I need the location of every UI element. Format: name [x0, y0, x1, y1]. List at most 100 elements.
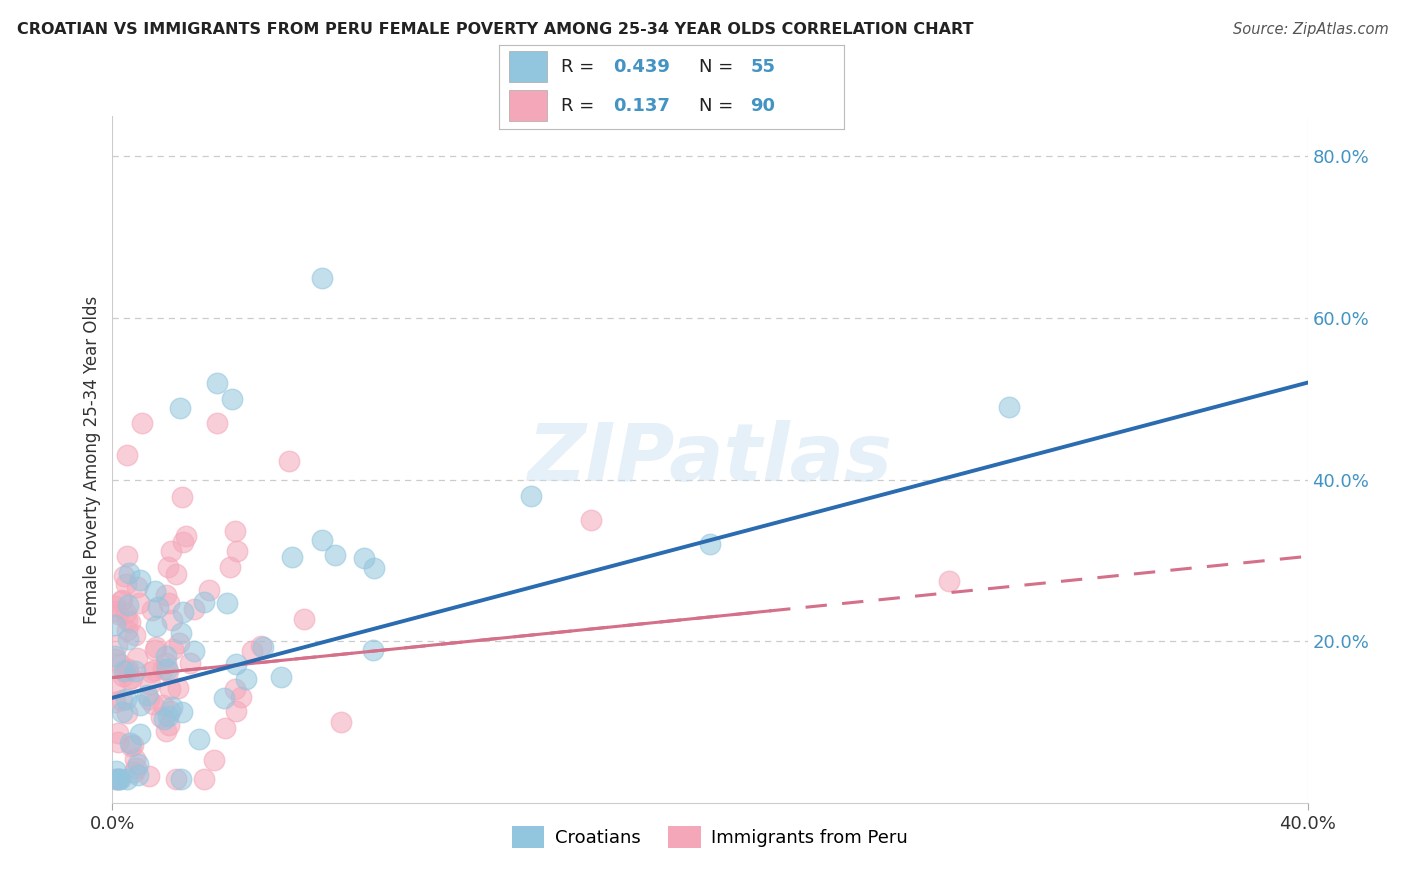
Point: [224, 524, 246, 538]
Point: [212, 691, 235, 706]
Point: [115, 549, 138, 563]
Text: N =: N =: [699, 96, 740, 114]
Text: 0.137: 0.137: [613, 96, 669, 114]
Point: [104, 604, 127, 618]
Point: [104, 649, 127, 664]
Point: [124, 752, 146, 766]
Point: [117, 632, 139, 647]
Point: [117, 662, 139, 676]
Point: [193, 772, 215, 786]
Point: [174, 529, 197, 543]
Point: [165, 567, 187, 582]
Point: [118, 566, 141, 580]
Point: [165, 772, 187, 786]
Point: [112, 569, 135, 583]
Point: [217, 596, 239, 610]
Point: [520, 489, 543, 503]
Point: [118, 615, 141, 629]
Point: [111, 593, 134, 607]
Point: [160, 543, 183, 558]
Point: [107, 607, 129, 621]
Point: [156, 662, 179, 676]
Point: [138, 691, 160, 706]
Point: [117, 706, 139, 721]
Point: [104, 651, 127, 665]
Point: [162, 613, 184, 627]
Point: [120, 736, 142, 750]
Point: [105, 638, 128, 652]
Point: [172, 605, 194, 619]
Point: [250, 639, 273, 653]
Point: [252, 640, 274, 655]
Point: [278, 454, 301, 468]
Point: [115, 606, 138, 620]
Point: [124, 628, 146, 642]
Point: [110, 657, 132, 671]
Point: [579, 513, 602, 527]
Point: [229, 690, 252, 705]
Point: [172, 705, 194, 719]
Point: [121, 671, 143, 685]
Point: [111, 692, 134, 706]
Point: [159, 704, 181, 718]
Point: [117, 663, 139, 677]
Point: [311, 270, 333, 285]
Point: [127, 651, 149, 665]
Point: [938, 574, 960, 588]
Point: [104, 679, 127, 693]
Point: [281, 549, 304, 564]
Point: [187, 731, 209, 746]
Point: [183, 644, 205, 658]
Point: [235, 673, 257, 687]
Point: [146, 600, 169, 615]
Point: [128, 727, 150, 741]
Point: [699, 537, 721, 551]
Point: [323, 548, 346, 562]
Point: [170, 625, 193, 640]
Point: [111, 706, 134, 720]
Point: [311, 533, 333, 547]
Point: [157, 560, 180, 574]
Point: [179, 656, 201, 670]
Point: [270, 670, 292, 684]
Point: [139, 677, 162, 691]
Point: [221, 392, 243, 406]
Y-axis label: Female Poverty Among 25-34 Year Olds: Female Poverty Among 25-34 Year Olds: [83, 295, 101, 624]
Point: [183, 602, 205, 616]
Point: [363, 642, 385, 657]
Point: [353, 551, 375, 566]
Point: [115, 613, 138, 627]
Point: [117, 598, 139, 612]
Point: [169, 772, 191, 786]
Point: [141, 602, 163, 616]
Point: [169, 401, 191, 415]
Point: [115, 577, 138, 591]
Text: 90: 90: [751, 96, 776, 114]
Text: CROATIAN VS IMMIGRANTS FROM PERU FEMALE POVERTY AMONG 25-34 YEAR OLDS CORRELATIO: CROATIAN VS IMMIGRANTS FROM PERU FEMALE …: [17, 22, 973, 37]
Point: [105, 764, 128, 779]
Point: [122, 738, 145, 752]
Point: [104, 599, 127, 614]
Point: [104, 694, 127, 708]
Point: [157, 709, 180, 723]
Point: [115, 692, 138, 706]
Point: [172, 490, 194, 504]
Point: [214, 722, 236, 736]
Point: [159, 681, 181, 696]
Point: [240, 644, 263, 658]
Point: [112, 664, 135, 678]
Point: [155, 723, 177, 738]
Legend: Croatians, Immigrants from Peru: Croatians, Immigrants from Peru: [505, 819, 915, 855]
Point: [193, 595, 215, 609]
Point: [169, 636, 191, 650]
Point: [117, 772, 139, 786]
Point: [162, 642, 184, 657]
Point: [292, 612, 315, 626]
Point: [143, 643, 166, 657]
Bar: [509, 52, 547, 82]
Point: [205, 376, 228, 390]
Point: [122, 764, 145, 779]
Point: [127, 768, 149, 782]
Point: [105, 772, 128, 786]
Point: [104, 617, 127, 632]
